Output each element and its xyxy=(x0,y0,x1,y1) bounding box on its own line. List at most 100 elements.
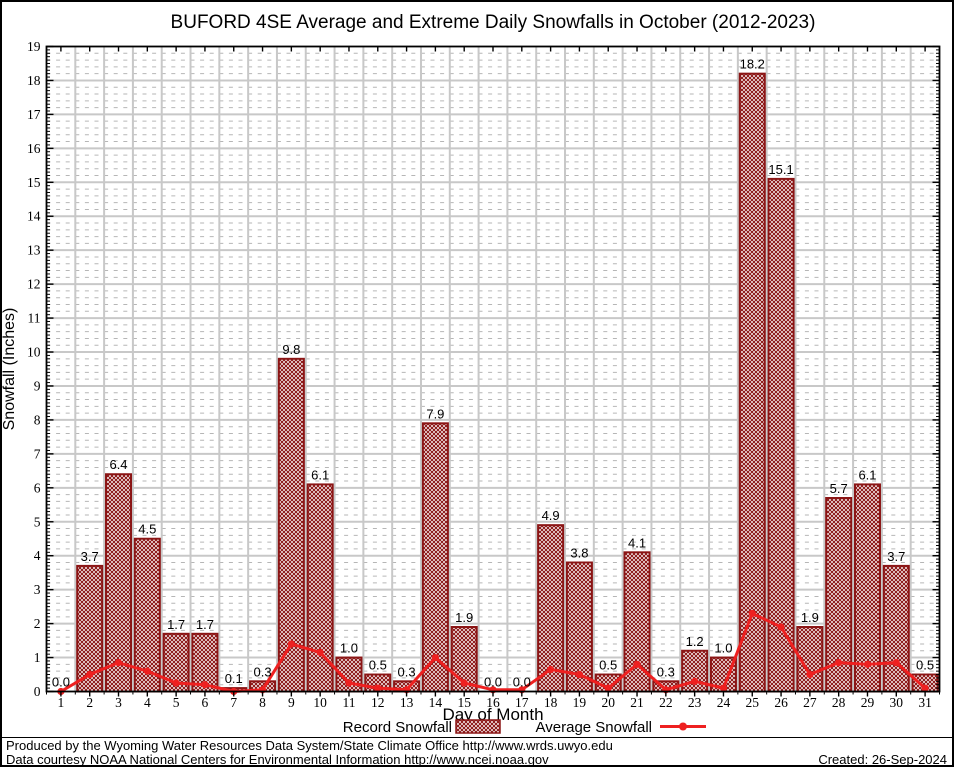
average-point-day-14 xyxy=(431,653,439,662)
average-point-day-29 xyxy=(863,660,872,668)
bar-label-day-30: 3.7 xyxy=(887,549,905,564)
bar-label-day-24: 1.0 xyxy=(714,641,732,656)
x-tick-label-22: 22 xyxy=(659,695,673,710)
average-point-day-23 xyxy=(691,677,699,685)
y-tick-label-8: 8 xyxy=(34,412,41,427)
x-tick-label-28: 28 xyxy=(832,695,846,710)
x-tick-label-31: 31 xyxy=(918,695,932,710)
y-tick-label-15: 15 xyxy=(27,175,41,190)
y-tick-label-16: 16 xyxy=(27,141,41,156)
bar-label-day-12: 0.5 xyxy=(369,658,387,673)
x-tick-label-5: 5 xyxy=(173,695,180,710)
footer-created-date: Created: 26-Sep-2024 xyxy=(818,752,947,767)
bar-day-21 xyxy=(623,551,651,693)
bar-label-day-4: 4.5 xyxy=(138,522,156,537)
x-tick-label-3: 3 xyxy=(115,695,122,710)
x-tick-label-27: 27 xyxy=(803,695,817,710)
bar-label-day-25: 18.2 xyxy=(740,57,765,72)
x-tick-label-15: 15 xyxy=(457,695,471,710)
bar-label-day-26: 15.1 xyxy=(768,162,793,177)
bar-label-day-17: 0.0 xyxy=(513,675,531,690)
axis-ticks xyxy=(46,45,940,697)
y-tick-label-2: 2 xyxy=(34,616,41,631)
average-point-day-2 xyxy=(86,670,94,679)
bar-day-26 xyxy=(767,177,795,693)
x-tick-label-1: 1 xyxy=(58,695,65,710)
average-point-day-19 xyxy=(575,670,584,679)
x-tick-label-8: 8 xyxy=(259,695,266,710)
legend-average-label: Average Snowfall xyxy=(536,719,652,736)
x-tick-label-30: 30 xyxy=(890,695,904,710)
x-tick-label-20: 20 xyxy=(601,695,615,710)
x-tick-label-16: 16 xyxy=(486,695,500,710)
bar-label-day-31: 0.5 xyxy=(916,658,934,673)
y-tick-label-12: 12 xyxy=(27,277,41,292)
average-snowfall-line xyxy=(57,609,929,696)
x-tick-label-29: 29 xyxy=(861,695,875,710)
y-tick-label-18: 18 xyxy=(27,73,41,88)
bar-day-29 xyxy=(853,483,881,693)
x-tick-label-26: 26 xyxy=(774,695,788,710)
y-tick-label-1: 1 xyxy=(34,650,41,665)
y-axis-label: Snowfall (Inches) xyxy=(1,308,18,431)
x-tick-label-11: 11 xyxy=(342,695,355,710)
y-tick-label-7: 7 xyxy=(34,446,41,461)
bar-label-day-23: 1.2 xyxy=(686,634,704,649)
y-tick-label-10: 10 xyxy=(27,345,41,360)
average-point-day-9 xyxy=(287,640,295,648)
bar-label-day-28: 5.7 xyxy=(830,481,848,496)
average-point-day-27 xyxy=(806,670,814,679)
bar-label-day-1: 0.0 xyxy=(52,675,70,690)
x-tick-label-14: 14 xyxy=(429,695,443,710)
bar-day-25 xyxy=(738,72,766,693)
plot-border xyxy=(45,45,941,693)
average-point-day-10 xyxy=(316,648,324,657)
bar-day-19 xyxy=(565,561,593,693)
bar-label-day-14: 7.9 xyxy=(426,406,444,421)
x-tick-label-12: 12 xyxy=(371,695,385,710)
legend-average-marker-icon xyxy=(679,722,687,731)
x-tick-label-6: 6 xyxy=(202,695,209,710)
bar-label-day-16: 0.0 xyxy=(484,675,502,690)
average-point-day-26 xyxy=(777,623,785,631)
bar-label-day-11: 1.0 xyxy=(340,641,358,656)
bar-label-day-3: 6.4 xyxy=(109,457,127,472)
legend: Record Snowfall Average Snowfall xyxy=(343,719,706,736)
average-point-day-20 xyxy=(604,684,612,692)
x-tick-label-24: 24 xyxy=(717,695,731,710)
average-point-day-11 xyxy=(345,679,353,687)
x-axis-tick-labels: 1 2 3 4 5 6 7 8 9 10 11 12 13 14 15 16 17 18 19 20 21 22 23 24 2… xyxy=(58,695,932,710)
x-tick-label-2: 2 xyxy=(86,695,93,710)
average-point-day-4 xyxy=(143,667,151,675)
average-point-day-25 xyxy=(748,609,756,618)
bar-label-day-20: 0.5 xyxy=(599,658,617,673)
bar-day-18 xyxy=(537,524,565,693)
average-point-day-21 xyxy=(633,660,641,668)
bar-day-3 xyxy=(105,473,133,693)
bar-label-day-10: 6.1 xyxy=(311,467,329,482)
bar-label-day-19: 3.8 xyxy=(570,546,588,561)
bar-label-day-2: 3.7 xyxy=(81,549,99,564)
y-tick-label-4: 4 xyxy=(34,548,41,563)
bar-label-day-15: 1.9 xyxy=(455,610,473,625)
y-tick-label-14: 14 xyxy=(27,209,41,224)
y-tick-label-19: 19 xyxy=(27,39,41,54)
x-tick-label-19: 19 xyxy=(573,695,587,710)
bar-day-30 xyxy=(882,564,910,693)
x-tick-label-13: 13 xyxy=(400,695,414,710)
average-point-day-12 xyxy=(374,684,382,692)
bar-label-day-7: 0.1 xyxy=(225,671,243,686)
legend-record-swatch xyxy=(455,719,501,734)
y-tick-label-6: 6 xyxy=(34,480,41,495)
y-tick-label-3: 3 xyxy=(34,582,41,597)
x-tick-label-18: 18 xyxy=(544,695,558,710)
x-tick-label-25: 25 xyxy=(746,695,760,710)
x-tick-label-4: 4 xyxy=(144,695,151,710)
bar-day-9 xyxy=(277,357,305,693)
bar-label-day-21: 4.1 xyxy=(628,535,646,550)
y-tick-label-11: 11 xyxy=(28,311,41,326)
legend-record-label: Record Snowfall xyxy=(343,719,452,736)
